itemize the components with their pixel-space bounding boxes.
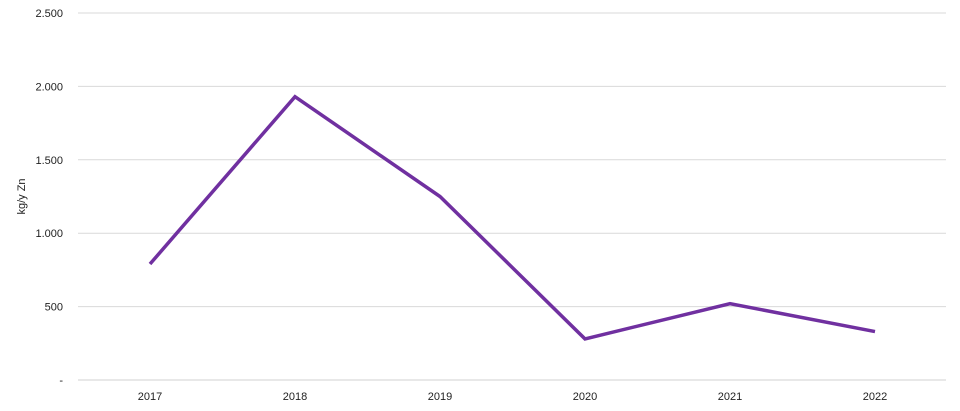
y-tick-label: 2.500 — [35, 8, 63, 20]
y-tick-label: 1.500 — [35, 155, 63, 167]
y-tick-label: 500 — [45, 302, 63, 314]
y-tick-label: 1.000 — [35, 228, 63, 240]
x-tick-label: 2017 — [138, 391, 162, 403]
y-axis-ticks: - 500 1.000 1.500 2.000 2.500 — [35, 8, 63, 387]
x-tick-label: 2018 — [283, 391, 307, 403]
x-axis-ticks: 2017 2018 2019 2020 2021 2022 — [138, 391, 887, 403]
y-tick-label: 2.000 — [35, 81, 63, 93]
y-axis-label: kg/y Zn — [16, 178, 28, 214]
x-tick-label: 2022 — [863, 391, 887, 403]
series — [148, 94, 876, 341]
x-tick-label: 2021 — [718, 391, 742, 403]
x-tick-label: 2019 — [428, 391, 452, 403]
x-tick-label: 2020 — [573, 391, 597, 403]
gridlines — [78, 12, 946, 308]
series-line — [148, 94, 876, 341]
y-tick-label: - — [59, 375, 63, 387]
